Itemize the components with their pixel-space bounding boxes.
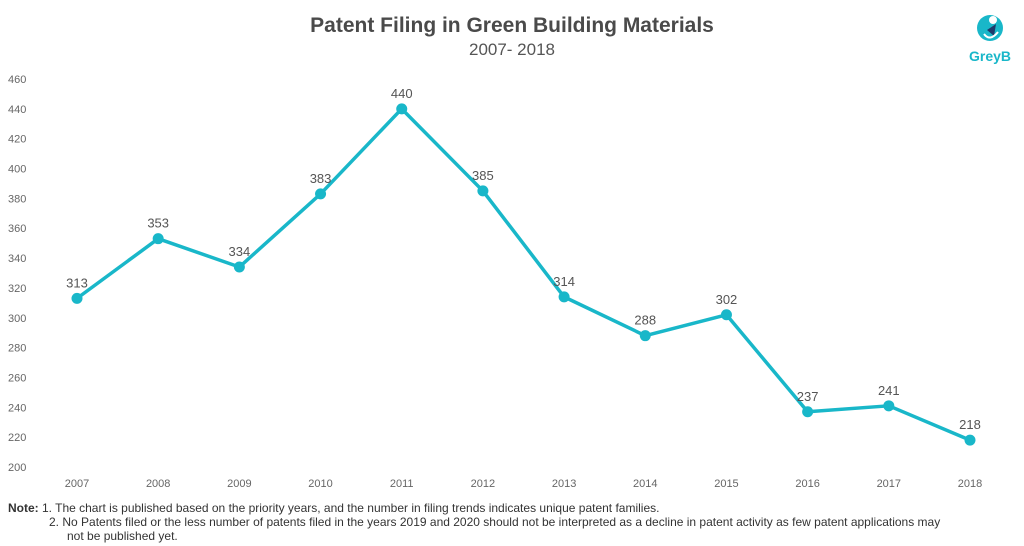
- data-label: 440: [391, 86, 413, 101]
- x-tick-label: 2014: [633, 478, 657, 490]
- data-label: 313: [66, 275, 88, 290]
- note-label: Note:: [8, 501, 39, 515]
- data-point: [71, 292, 83, 304]
- data-label: 353: [147, 216, 169, 231]
- data-label: 237: [797, 389, 819, 404]
- x-tick-label: 2012: [471, 478, 495, 490]
- y-tick-label: 200: [8, 462, 26, 474]
- y-tick-label: 300: [8, 313, 26, 325]
- chart-title: Patent Filing in Green Building Material…: [310, 14, 714, 37]
- data-point: [558, 291, 570, 303]
- chart-subtitle: 2007- 2018: [468, 40, 556, 59]
- x-tick-label: 2010: [308, 478, 332, 490]
- y-tick-label: 340: [8, 253, 26, 265]
- y-tick-label: 240: [8, 402, 26, 414]
- data-label: 334: [229, 244, 251, 259]
- x-tick-label: 2017: [877, 478, 901, 490]
- data-point: [233, 261, 245, 273]
- x-tick-label: 2018: [958, 478, 982, 490]
- greyb-logo: GreyB: [960, 8, 1020, 68]
- y-tick-label: 380: [8, 193, 26, 205]
- data-point: [639, 330, 651, 342]
- note-line-2: 2. No Patents filed or the less number o…: [49, 515, 941, 529]
- y-tick-label: 360: [8, 223, 26, 235]
- data-label: 218: [959, 417, 981, 432]
- data-point: [720, 309, 732, 321]
- data-point: [315, 188, 327, 200]
- y-tick-label: 460: [8, 74, 26, 86]
- x-tick-label: 2011: [390, 478, 414, 490]
- y-tick-label: 420: [8, 134, 26, 146]
- y-tick-label: 260: [8, 372, 26, 384]
- greyb-logo-text: GreyB: [968, 48, 1012, 64]
- note-line-3: not be published yet.: [67, 529, 178, 543]
- data-label: 288: [634, 313, 656, 328]
- greyb-logo-icon: [977, 15, 1003, 41]
- x-tick-label: 2007: [65, 478, 89, 490]
- x-tick-label: 2008: [146, 478, 170, 490]
- data-point: [802, 406, 814, 418]
- y-tick-label: 400: [8, 164, 26, 176]
- x-tick-label: 2015: [714, 478, 738, 490]
- series-line: [75, 107, 971, 442]
- y-tick-label: 440: [8, 104, 26, 116]
- data-label: 314: [553, 274, 575, 289]
- data-point: [883, 400, 895, 412]
- x-tick-label: 2016: [795, 478, 819, 490]
- data-label: 241: [878, 383, 900, 398]
- x-tick-label: 2013: [552, 478, 576, 490]
- y-tick-label: 320: [8, 283, 26, 295]
- data-label: 385: [472, 168, 494, 183]
- data-point: [396, 103, 408, 115]
- data-label: 302: [716, 292, 738, 307]
- y-tick-label: 220: [8, 432, 26, 444]
- data-point: [964, 434, 976, 446]
- line-chart: 200 220 240 260 280 300 320 340 360 380 400 420 440 4…: [8, 74, 982, 490]
- note-line-1: 1. The chart is published based on the p…: [42, 501, 660, 515]
- data-point: [477, 185, 489, 197]
- x-tick-label: 2009: [227, 478, 251, 490]
- y-tick-label: 280: [8, 343, 26, 355]
- data-point: [152, 233, 164, 245]
- data-label: 383: [310, 171, 332, 186]
